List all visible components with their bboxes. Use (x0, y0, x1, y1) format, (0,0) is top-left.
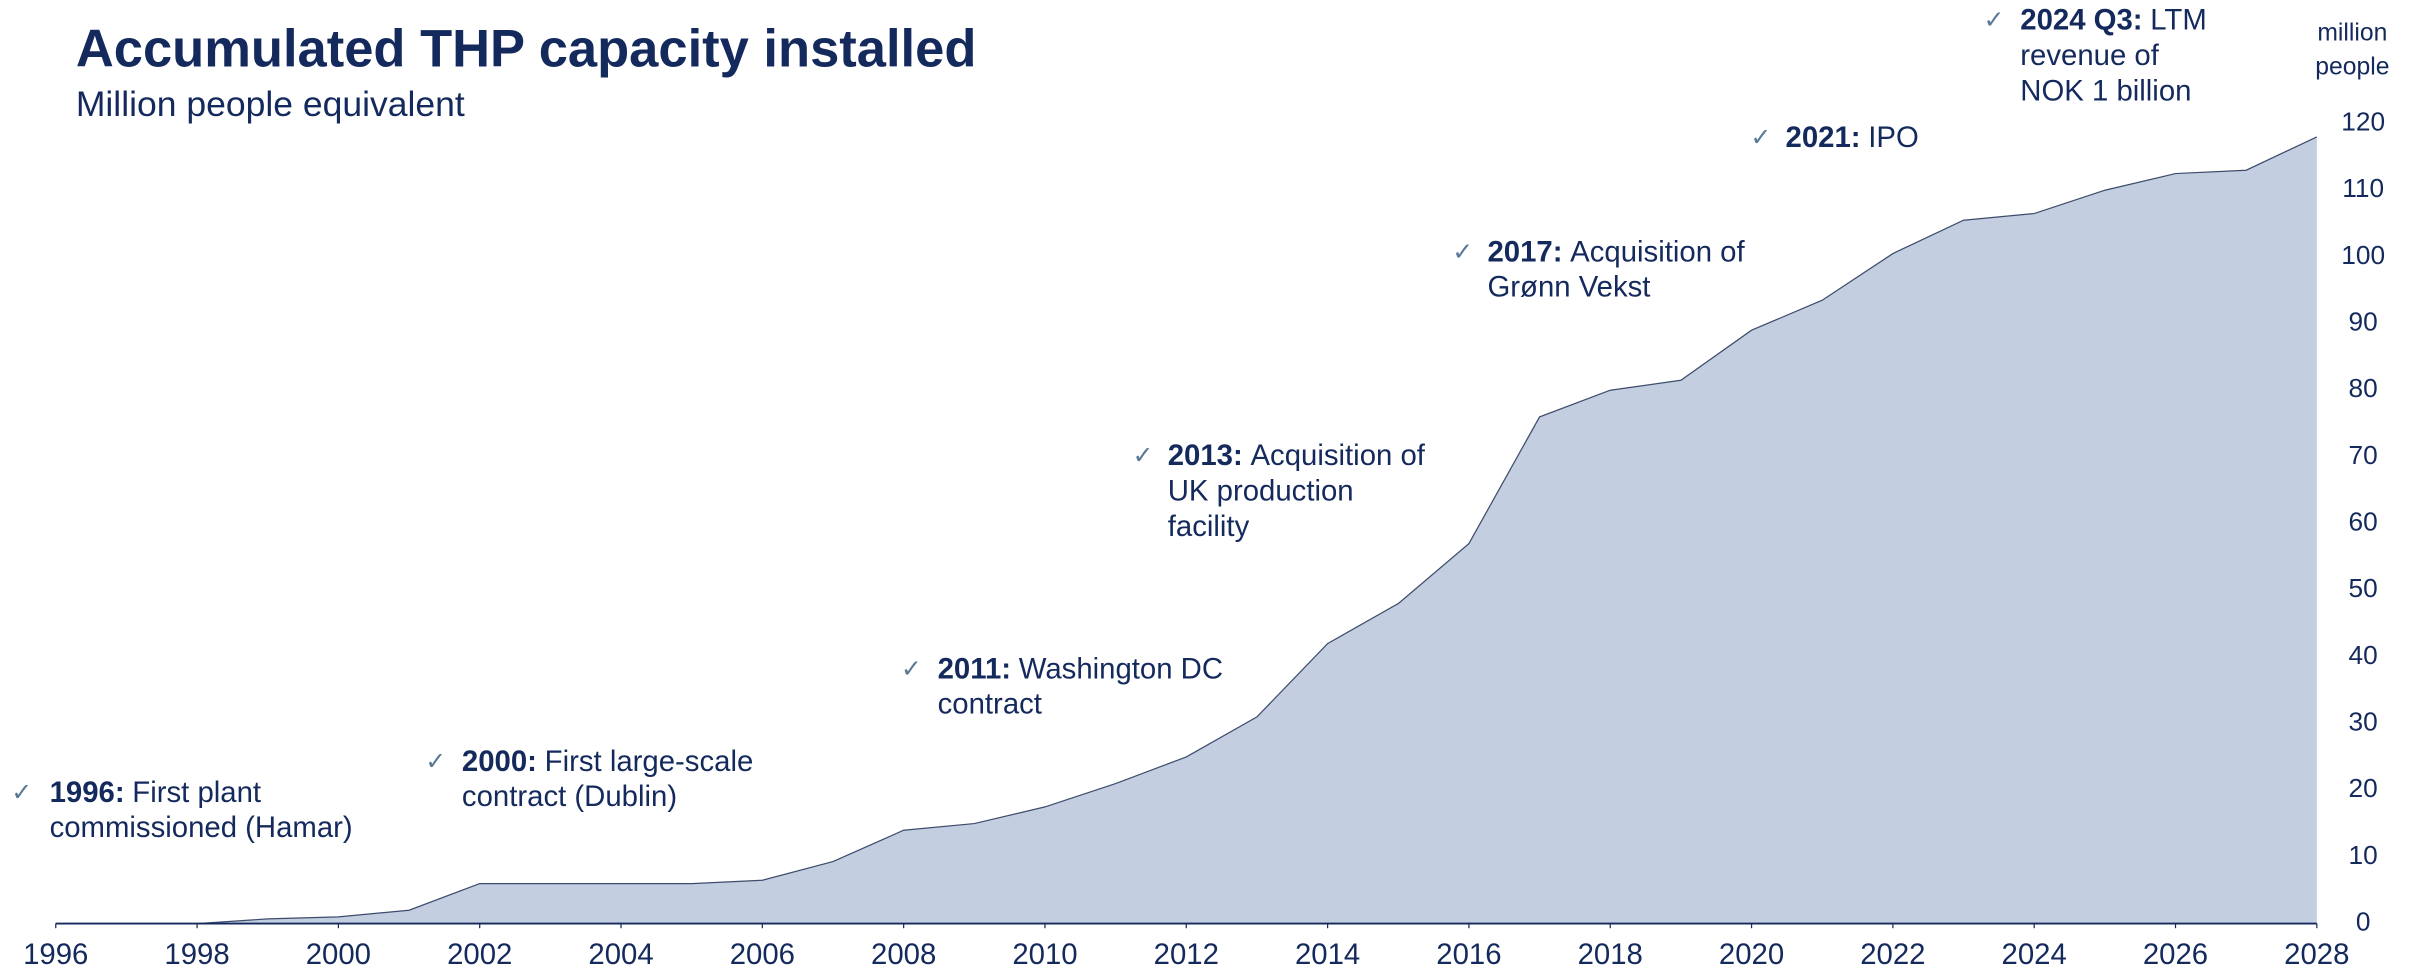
chart-title: Accumulated THP capacity installed (76, 19, 977, 78)
area (55, 136, 2317, 924)
annotation-line: 2017: Acquisition of (1487, 235, 1745, 268)
annotation-line: 2000: First large-scale (462, 745, 753, 778)
y-tick-label: 70 (2349, 440, 2378, 470)
check-icon: ✓ (1133, 443, 1154, 470)
annotation-year: 1996: (50, 776, 125, 809)
y-tick-label: 0 (2356, 907, 2371, 937)
x-tick-label: 2012 (1154, 938, 1219, 971)
annotation-line: 2011: Washington DC (938, 652, 1223, 685)
y-axis-label: people (2315, 53, 2389, 80)
x-tick-label: 2000 (306, 938, 371, 971)
x-tick-label: 2024 (2002, 938, 2067, 971)
annotation-text: Acquisition of (1570, 235, 1745, 268)
x-tick-label: 2020 (1719, 938, 1784, 971)
annotation-year: 2021: (1786, 121, 1861, 154)
y-tick-label: 10 (2349, 840, 2378, 870)
x-tick-label: 2016 (1436, 938, 1501, 971)
check-icon: ✓ (901, 656, 922, 683)
annotation-line: UK production (1168, 474, 1354, 507)
annotation-year: 2011: (938, 652, 1011, 685)
annotation-line: commissioned (Hamar) (50, 811, 353, 844)
annotation-text: First plant (132, 776, 261, 809)
x-tick-label: 2018 (1578, 938, 1643, 971)
annotation-line: 2021: IPO (1786, 121, 1919, 154)
check-icon: ✓ (1750, 125, 1771, 152)
annotation-text: First large-scale (545, 745, 754, 778)
y-axis-label: million (2317, 20, 2387, 47)
annotation-text: LTM (2150, 3, 2206, 36)
annotation-line: 2024 Q3: LTM (2020, 3, 2207, 36)
x-tick-label: 2026 (2143, 938, 2208, 971)
x-tick-label: 2010 (1012, 938, 1077, 971)
annotation-text: Washington DC (1019, 652, 1223, 685)
y-tick-label: 50 (2349, 573, 2378, 603)
x-tick-label: 1998 (164, 938, 229, 971)
y-tick-label: 20 (2349, 773, 2378, 803)
check-icon: ✓ (11, 779, 32, 806)
annotation-year: 2013: (1168, 439, 1243, 472)
y-tick-label: 110 (2342, 173, 2384, 203)
annotation-line: 1996: First plant (50, 776, 262, 809)
annotation-line: revenue of (2020, 39, 2159, 72)
annotation-year: 2000: (462, 745, 537, 778)
annotation-line: 2013: Acquisition of (1168, 439, 1426, 472)
x-tick-label: 2002 (447, 938, 512, 971)
check-icon: ✓ (1984, 7, 2005, 34)
check-icon: ✓ (425, 748, 446, 775)
annotation-text: Acquisition of (1250, 439, 1425, 472)
x-tick-label: 2004 (588, 938, 653, 971)
x-tick-label: 2028 (2284, 938, 2349, 971)
x-tick-label: 2022 (1860, 938, 1925, 971)
annotation-line: NOK 1 billion (2020, 74, 2191, 107)
area-line (55, 136, 2318, 925)
annotation-year: 2017: (1487, 235, 1562, 268)
annotation-text: IPO (1868, 121, 1919, 154)
x-tick-label: 2014 (1295, 938, 1360, 971)
annotation-line: contract (938, 688, 1042, 721)
y-tick-label: 100 (2341, 240, 2385, 270)
y-tick-label: 120 (2341, 106, 2385, 136)
check-icon: ✓ (1452, 239, 1473, 266)
y-tick-label: 40 (2349, 640, 2378, 670)
y-tick-label: 80 (2349, 373, 2378, 403)
annotation-line: Grønn Vekst (1487, 271, 1650, 304)
annotation-year: 2024 Q3: (2020, 3, 2142, 36)
x-tick-label: 2006 (730, 938, 795, 971)
y-tick-label: 30 (2349, 707, 2378, 737)
y-tick-label: 90 (2349, 306, 2378, 336)
annotation-line: facility (1168, 510, 1250, 543)
x-tick-label: 2008 (871, 938, 936, 971)
y-tick-label: 60 (2349, 507, 2378, 537)
x-tick-label: 1996 (23, 938, 88, 971)
chart-subtitle: Million people equivalent (76, 84, 465, 124)
annotation-line: contract (Dublin) (462, 780, 677, 813)
